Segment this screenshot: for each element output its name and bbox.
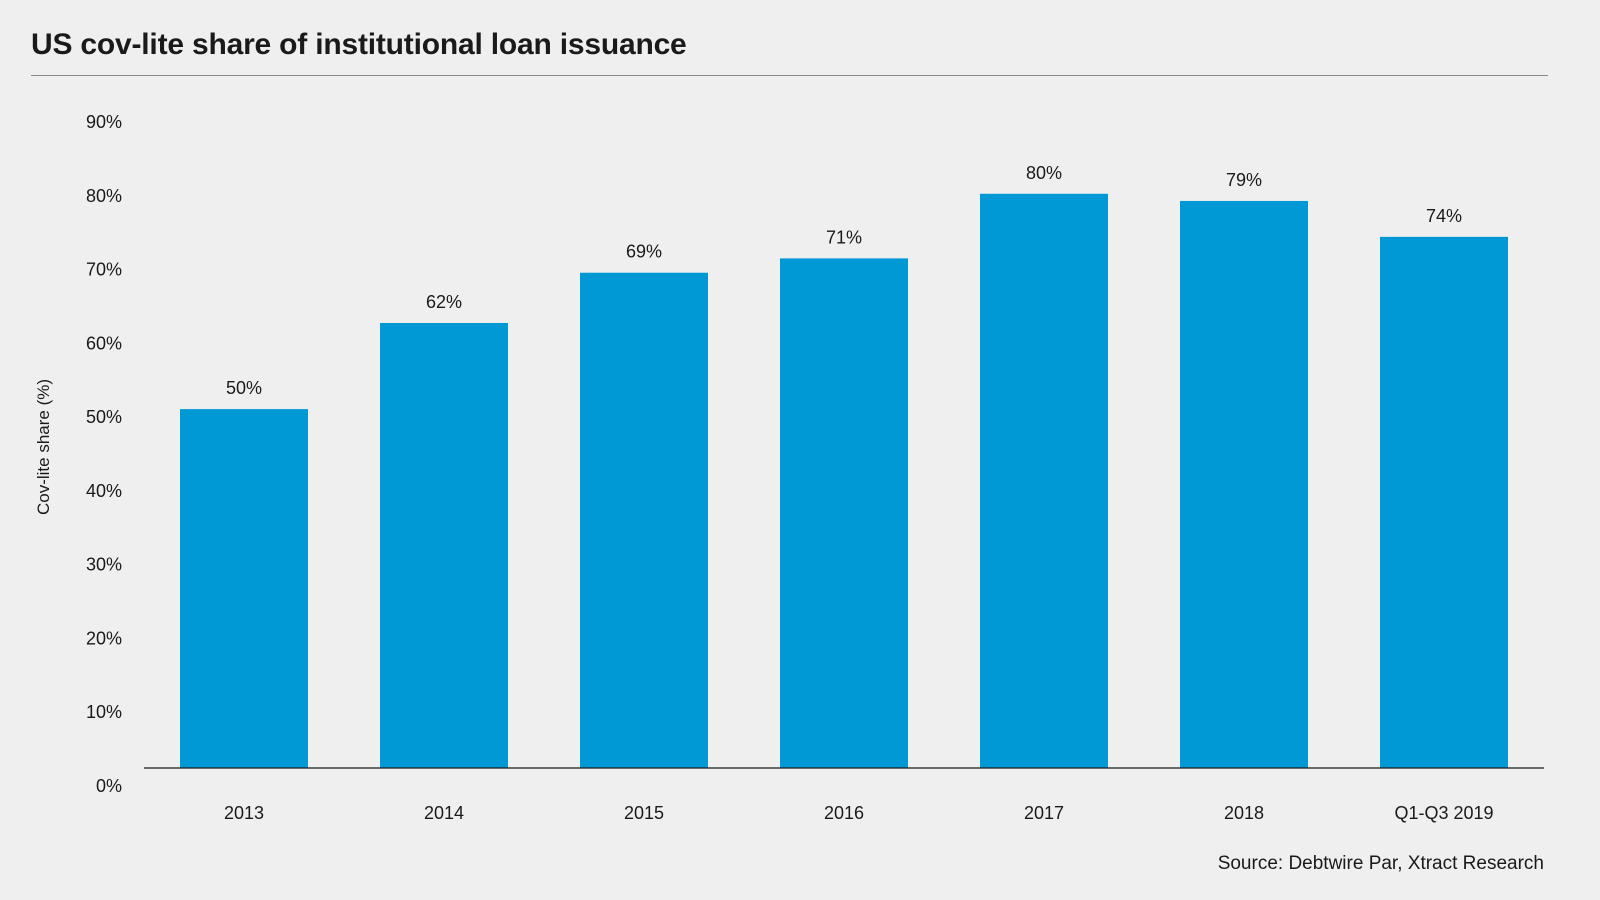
y-tick-label: 40% [86, 481, 122, 501]
bar [180, 409, 308, 768]
x-tick-label: 2016 [824, 803, 864, 823]
x-tick-label: 2017 [1024, 803, 1064, 823]
bar-value-label: 80% [1026, 163, 1062, 183]
bar [1180, 200, 1308, 768]
y-tick-label: 50% [86, 407, 122, 427]
x-axis-ticks: 2013 2014 2015 2016 2017 2018 Q1-Q3 2019 [224, 803, 1494, 823]
bar-value-label: 74% [1426, 206, 1462, 226]
x-tick-label: 2015 [624, 803, 664, 823]
bar [1380, 236, 1508, 768]
bars [180, 193, 1508, 768]
source-note: Source: Debtwire Par, Xtract Research [1217, 853, 1544, 874]
chart-title: US cov-lite share of institutional loan … [31, 28, 687, 61]
y-tick-label: 0% [96, 776, 122, 796]
bar [980, 193, 1108, 768]
y-axis-ticks: 0% 10% 20% 30% 40% 50% 60% 70% 80% 90% [86, 112, 122, 796]
y-tick-label: 70% [86, 260, 122, 280]
bar [780, 258, 908, 768]
y-tick-label: 60% [86, 333, 122, 353]
title-divider [31, 75, 1548, 76]
data-labels: 50% 62% 69% 71% 80% 79% 74% [226, 163, 1462, 398]
x-tick-label: 2018 [1224, 803, 1264, 823]
y-axis-title: Cov-lite share (%) [34, 379, 53, 515]
y-tick-label: 20% [86, 628, 122, 648]
x-tick-label: Q1-Q3 2019 [1394, 803, 1493, 823]
bar [380, 322, 508, 768]
bar-value-label: 71% [826, 227, 862, 247]
y-tick-label: 10% [86, 702, 122, 722]
bar-value-label: 79% [1226, 170, 1262, 190]
bar-value-label: 62% [426, 292, 462, 312]
bar-value-label: 69% [626, 242, 662, 262]
y-tick-label: 90% [86, 112, 122, 132]
y-tick-label: 80% [86, 186, 122, 206]
y-axis-title-group: Cov-lite share (%) [34, 379, 53, 515]
bar [580, 272, 708, 768]
bar-value-label: 50% [226, 378, 262, 398]
x-tick-label: 2013 [224, 803, 264, 823]
x-tick-label: 2014 [424, 803, 464, 823]
y-tick-label: 30% [86, 555, 122, 575]
